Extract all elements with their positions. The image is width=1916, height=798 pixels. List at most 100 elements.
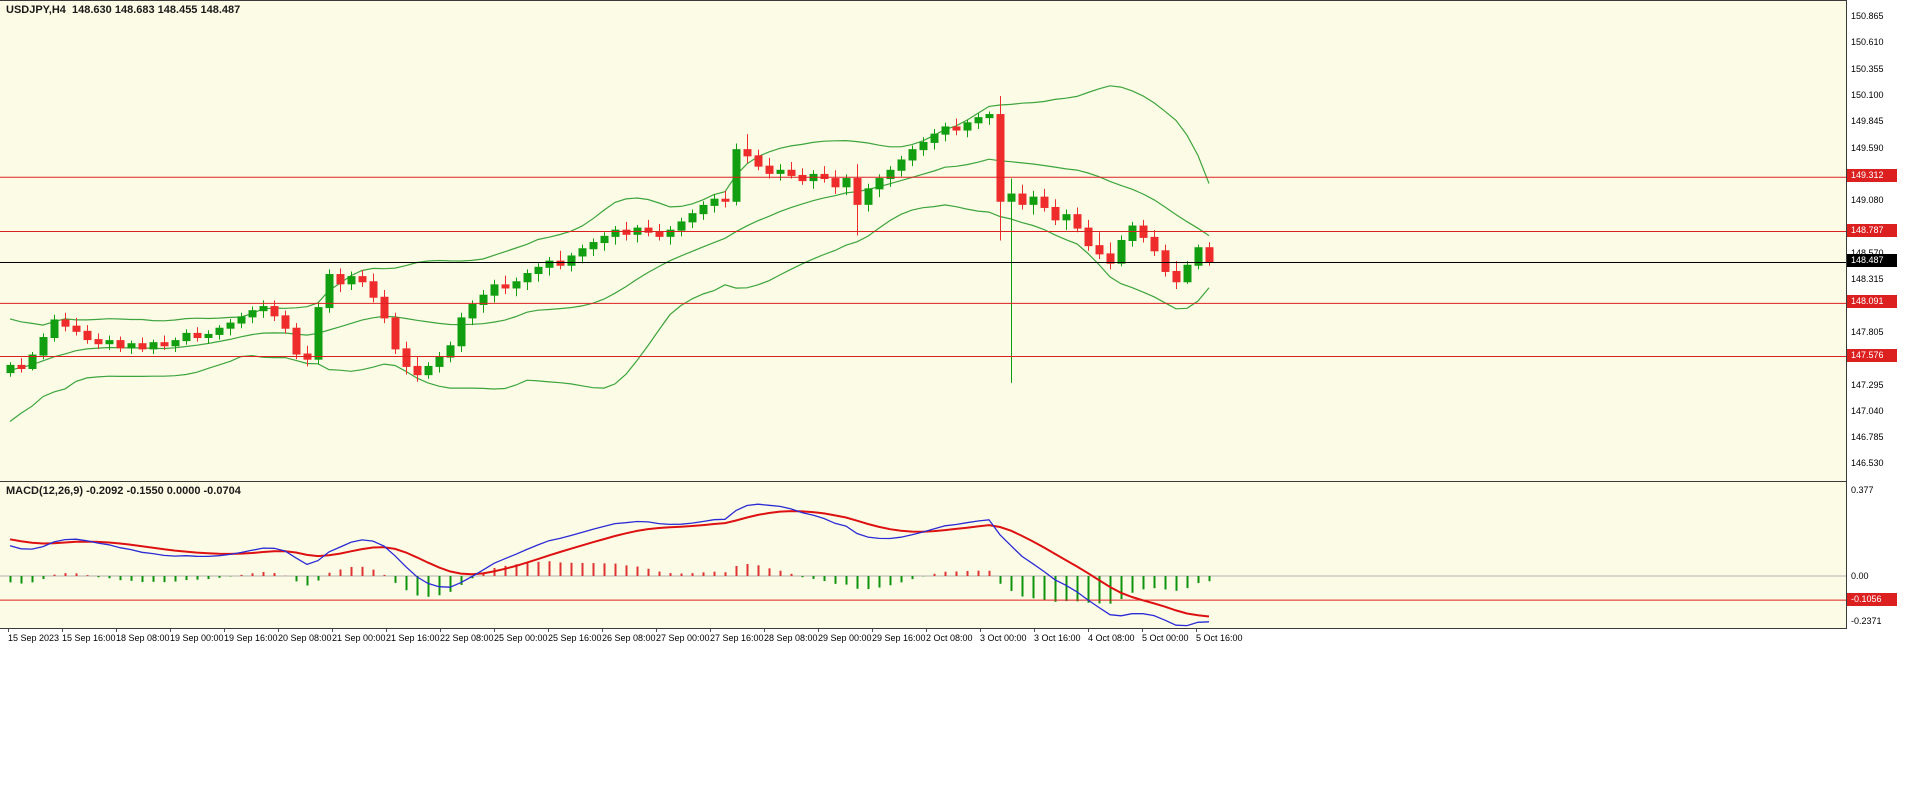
price-level-badge: 147.576 [1847, 348, 1897, 362]
candle [633, 225, 642, 243]
price-level-badge: 148.091 [1847, 295, 1897, 309]
candle [28, 351, 37, 371]
time-tick-mark [656, 629, 657, 632]
candle [160, 335, 169, 350]
candle [512, 277, 521, 297]
time-axis-label: 18 Sep 08:00 [116, 633, 170, 643]
price-level-badge: 149.312 [1847, 169, 1897, 183]
candle [1106, 242, 1115, 270]
candle [215, 325, 224, 340]
candle [842, 174, 851, 196]
candle [644, 219, 653, 237]
price-axis[interactable]: 150.865 150.610 150.355 150.100 149.845 149.5… [1847, 0, 1916, 629]
candle [17, 358, 26, 373]
candle [127, 340, 136, 355]
candle [963, 119, 972, 138]
candle [226, 318, 235, 336]
price-chart-canvas[interactable] [0, 1, 1846, 481]
candle [1062, 209, 1071, 231]
time-axis-label: 15 Sep 16:00 [62, 633, 116, 643]
candle [743, 134, 752, 164]
candle [776, 164, 785, 181]
price-tick-label: 146.785 [1851, 432, 1884, 443]
candle [578, 244, 587, 264]
candle [292, 323, 301, 360]
candle [600, 232, 609, 251]
time-axis-label: 28 Sep 08:00 [764, 633, 818, 643]
candle [193, 327, 202, 342]
candle [1161, 244, 1170, 277]
time-axis-label: 21 Sep 00:00 [332, 633, 386, 643]
candle [919, 137, 928, 156]
candle [171, 337, 180, 352]
price-tick-label: 149.080 [1851, 195, 1884, 206]
price-tick-label: 150.100 [1851, 89, 1884, 100]
time-axis-label: 27 Sep 16:00 [710, 633, 764, 643]
time-tick-mark [1034, 629, 1035, 632]
time-axis-label: 25 Sep 16:00 [548, 633, 602, 643]
candle [974, 113, 983, 129]
candle [413, 356, 422, 382]
time-tick-mark [980, 629, 981, 632]
time-axis-label: 5 Oct 00:00 [1142, 633, 1189, 643]
time-tick-mark [818, 629, 819, 632]
candle [182, 329, 191, 345]
macd-indicator-pane[interactable]: MACD(12,26,9) -0.2092 -0.1550 0.0000 -0.… [0, 482, 1846, 628]
candle [1007, 178, 1016, 383]
candle [435, 351, 444, 373]
main-chart-pane[interactable]: USDJPY,H4 148.630 148.683 148.455 148.48… [0, 1, 1846, 481]
time-tick-mark [548, 629, 549, 632]
candle [1117, 235, 1126, 267]
candle [545, 257, 554, 276]
candle [831, 170, 840, 195]
candle [39, 333, 48, 360]
price-tick-label: 148.315 [1851, 274, 1884, 285]
time-tick-mark [1088, 629, 1089, 632]
time-axis-label: 19 Sep 16:00 [224, 633, 278, 643]
candle [490, 279, 499, 303]
candle [204, 330, 213, 344]
macd-canvas[interactable] [0, 482, 1846, 628]
candle [325, 269, 334, 313]
bollinger-bands [9, 85, 1210, 422]
candle [1073, 207, 1082, 233]
candle [248, 306, 257, 324]
time-tick-mark [332, 629, 333, 632]
macd-histogram [9, 561, 1211, 604]
candle [116, 336, 125, 352]
candle [468, 300, 477, 326]
chart-top-border [0, 0, 1846, 1]
candle [61, 312, 70, 332]
time-tick-mark [872, 629, 873, 632]
price-tick-label: 148.570 [1851, 247, 1884, 258]
candle [1040, 188, 1049, 212]
time-axis-label: 19 Sep 00:00 [170, 633, 224, 643]
time-tick-mark [440, 629, 441, 632]
candle [314, 302, 323, 365]
price-tick-label: 147.295 [1851, 379, 1884, 390]
price-tick-label: 150.355 [1851, 63, 1884, 74]
candle [457, 312, 466, 352]
candle [1029, 190, 1038, 215]
candle [1095, 232, 1104, 260]
time-tick-mark [170, 629, 171, 632]
candle [1172, 261, 1181, 289]
candle [72, 317, 81, 336]
time-axis[interactable]: 15 Sep 2023 15 Sep 16:00 18 Sep 08:00 19 Se… [0, 629, 1916, 649]
candle [50, 314, 59, 342]
candle [1018, 184, 1027, 210]
candle [908, 145, 917, 167]
candle [765, 157, 774, 179]
candle [611, 226, 620, 245]
time-tick-mark [8, 629, 9, 632]
candle [864, 183, 873, 212]
price-tick-label: 147.805 [1851, 326, 1884, 337]
candle [94, 333, 103, 349]
price-level-badge: 148.787 [1847, 223, 1897, 237]
candle [666, 226, 675, 245]
price-tick-label: 146.530 [1851, 458, 1884, 469]
candles-layer [6, 95, 1214, 383]
price-tick-label: 150.610 [1851, 37, 1884, 48]
pane-separator[interactable] [0, 481, 1846, 482]
time-tick-mark [1142, 629, 1143, 632]
